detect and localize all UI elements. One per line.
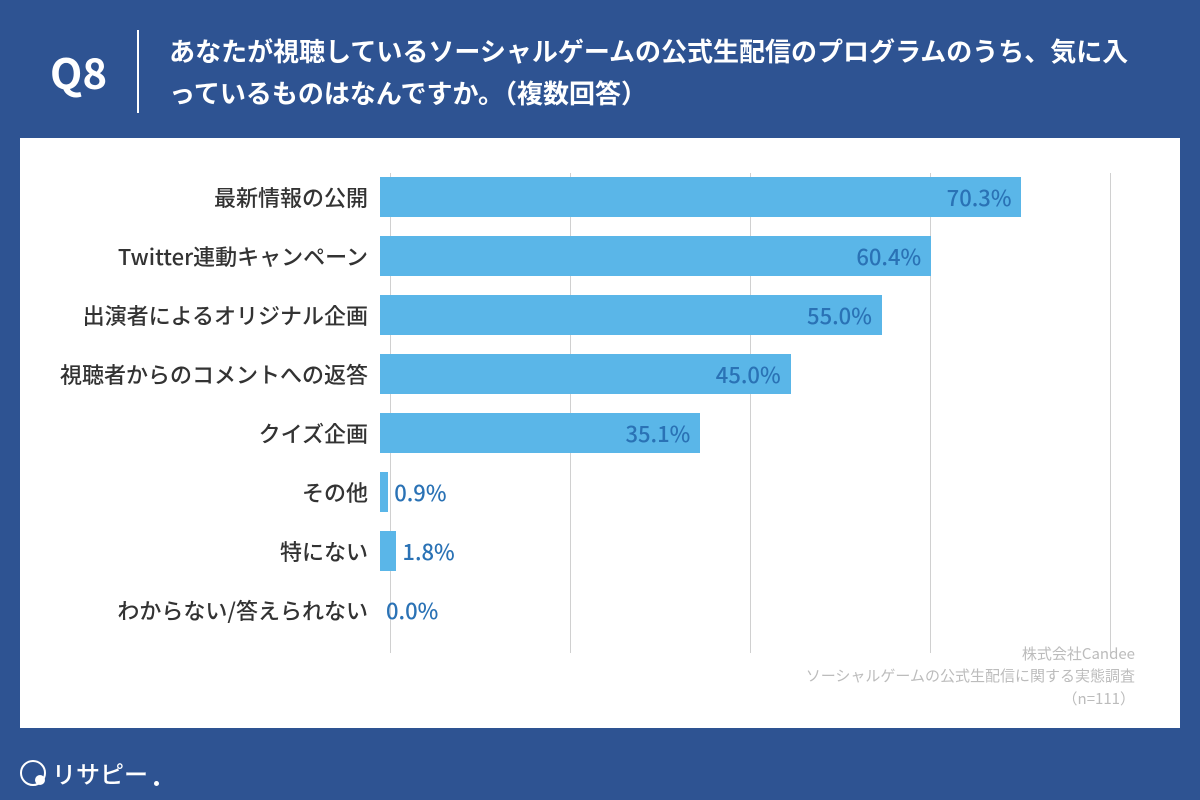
bar-label: 特にない [50, 535, 380, 567]
chart-row: クイズ企画 35.1% [50, 409, 1110, 457]
question-header: Q8 あなたが視聴しているソーシャルゲームの公式生配信のプログラムのうち、気に入… [0, 0, 1200, 138]
chart-gridline [1110, 173, 1111, 653]
bar-value: 1.8% [402, 535, 454, 567]
chart-row: その他 0.9% [50, 468, 1110, 516]
question-number: Q8 [50, 30, 139, 113]
chart-row: 特にない 1.8% [50, 527, 1110, 575]
bar-track: 0.9% [380, 472, 1110, 512]
bar-track: 1.8% [380, 531, 1110, 571]
bar-label: わからない/答えられない [50, 594, 380, 626]
bar [380, 236, 931, 276]
chart-panel: 最新情報の公開 70.3% Twitter連動キャンペーン 60.4% 出演者によるオリ… [20, 138, 1180, 728]
chart-area: 最新情報の公開70.3%Twitter連動キャンペーン60.4%出演者によるオリ… [390, 173, 1110, 653]
bar-label: その他 [50, 476, 380, 508]
bar-track: 45.0% [380, 354, 1110, 394]
credit-line: 株式会社Candee [806, 643, 1135, 666]
bar-label: Twitter連動キャンペーン [50, 240, 380, 272]
brand-logo: リサピー [20, 755, 159, 790]
credit-line: ソーシャルゲームの公式生配信に関する実態調査 [806, 665, 1135, 688]
chart-credits: 株式会社Candee ソーシャルゲームの公式生配信に関する実態調査 （n=111… [806, 643, 1135, 711]
bar-value: 35.1% [625, 417, 690, 449]
chart-row: 出演者によるオリジナル企画 55.0% [50, 291, 1110, 339]
bar-label: 視聴者からのコメントへの返答 [50, 358, 380, 390]
chart-row: わからない/答えられない0.0% [50, 586, 1110, 634]
bar-value: 70.3% [947, 181, 1012, 213]
bar-track: 70.3% [380, 177, 1110, 217]
bar [380, 531, 396, 571]
chart-row: 視聴者からのコメントへの返答 45.0% [50, 350, 1110, 398]
bar-label: 最新情報の公開 [50, 181, 380, 213]
bar-value: 45.0% [716, 358, 781, 390]
chart-row: Twitter連動キャンペーン 60.4% [50, 232, 1110, 280]
bar-track: 0.0% [380, 590, 1110, 630]
bar-label: クイズ企画 [50, 417, 380, 449]
bar-value: 60.4% [856, 240, 921, 272]
bar [380, 472, 388, 512]
bar-track: 55.0% [380, 295, 1110, 335]
bar-label: 出演者によるオリジナル企画 [50, 299, 380, 331]
credit-line: （n=111） [806, 688, 1135, 711]
chart-row: 最新情報の公開 70.3% [50, 173, 1110, 221]
question-text: あなたが視聴しているソーシャルゲームの公式生配信のプログラムのうち、気に入ってい… [139, 30, 1150, 113]
bar-track: 60.4% [380, 236, 1110, 276]
bar-value: 0.9% [394, 476, 446, 508]
brand-name: リサピー [52, 755, 148, 790]
brand-icon [20, 760, 46, 786]
brand-dot-icon [154, 781, 159, 786]
bar-value: 0.0% [386, 594, 438, 626]
bar-value: 55.0% [807, 299, 872, 331]
bar-track: 35.1% [380, 413, 1110, 453]
bar [380, 177, 1021, 217]
